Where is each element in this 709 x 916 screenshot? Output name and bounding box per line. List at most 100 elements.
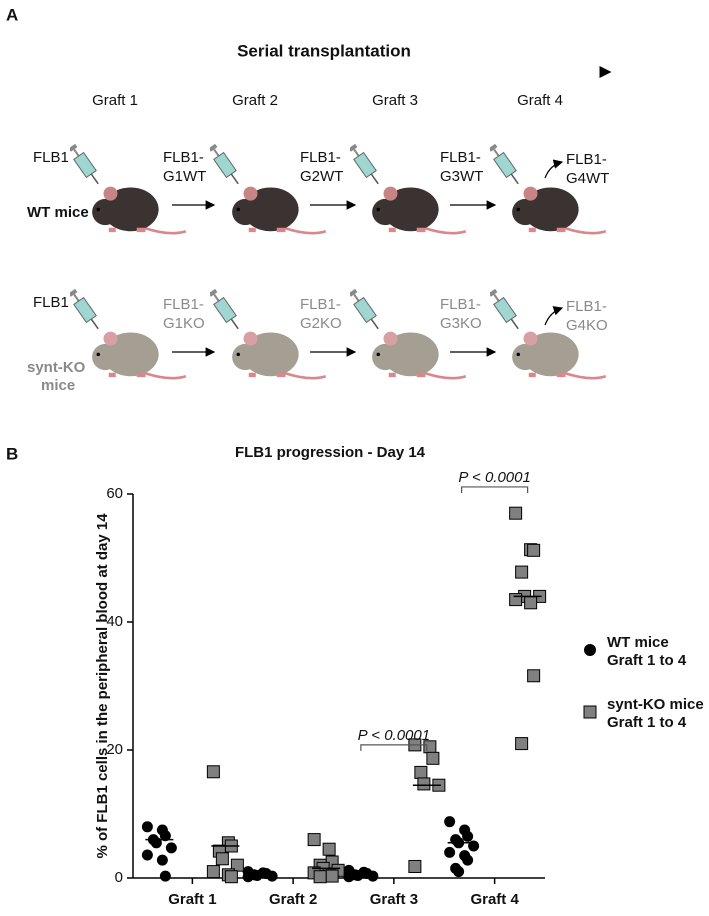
syringe xyxy=(210,141,240,189)
label: G2KO xyxy=(300,315,342,332)
data-point xyxy=(509,593,523,607)
mouse xyxy=(90,330,188,380)
syringe xyxy=(70,286,100,334)
label: FLB1- xyxy=(440,296,481,313)
y-tick-label: 0 xyxy=(115,869,123,886)
data-point xyxy=(417,777,431,791)
data-point xyxy=(426,751,440,765)
data-point xyxy=(527,543,541,557)
data-point xyxy=(156,854,168,866)
label: G3KO xyxy=(440,315,482,332)
data-point xyxy=(325,869,339,883)
data-point xyxy=(414,765,428,779)
data-point xyxy=(165,842,177,854)
graft-label: Graft 4 xyxy=(517,92,563,109)
ko-row: FLB1 FLB1- G1KO FLB1- G2KO FLB1- G3KO FL… xyxy=(27,286,608,394)
label: FLB1- xyxy=(566,298,607,315)
group-label: mice xyxy=(41,377,75,394)
legend-label: synt-KO mice xyxy=(607,696,704,713)
mouse xyxy=(370,330,468,380)
mouse xyxy=(510,330,608,380)
data-point xyxy=(524,596,538,610)
syringe xyxy=(210,286,240,334)
data-point xyxy=(307,833,321,847)
label: G1WT xyxy=(163,168,206,185)
label: G3WT xyxy=(440,168,483,185)
graft-label: Graft 1 xyxy=(92,92,138,109)
data-point xyxy=(141,849,153,861)
label: G4KO xyxy=(566,317,608,334)
syringe xyxy=(350,286,380,334)
legend-label: WT mice xyxy=(607,634,669,651)
data-point xyxy=(408,859,422,873)
syringe xyxy=(70,141,100,189)
graft-label: Graft 2 xyxy=(232,92,278,109)
label: FLB1 xyxy=(33,294,69,311)
mouse xyxy=(90,185,188,235)
x-tick-label: Graft 1 xyxy=(168,891,216,908)
legend-label: Graft 1 to 4 xyxy=(607,714,687,731)
data-point xyxy=(444,816,456,828)
panel-label: A xyxy=(6,5,18,24)
mouse xyxy=(230,330,328,380)
label: G2WT xyxy=(300,168,343,185)
data-point xyxy=(206,865,220,879)
diagram-title: Serial transplantation xyxy=(237,41,411,60)
panel-label: B xyxy=(6,444,18,463)
data-point xyxy=(462,854,474,866)
data-point xyxy=(515,565,529,579)
y-tick-label: 40 xyxy=(106,613,123,630)
data-point xyxy=(266,870,278,882)
y-tick-label: 60 xyxy=(106,485,123,502)
data-point xyxy=(367,870,379,882)
label: FLB1- xyxy=(440,149,481,166)
syringe xyxy=(350,141,380,189)
data-point xyxy=(343,871,355,883)
label: G1KO xyxy=(163,315,205,332)
group-label: WT mice xyxy=(27,204,89,221)
label: FLB1- xyxy=(300,296,341,313)
legend-label: Graft 1 to 4 xyxy=(607,652,687,669)
data-point xyxy=(313,870,327,884)
p-value: P < 0.0001 xyxy=(358,727,430,744)
label: FLB1 xyxy=(33,149,69,166)
significance-bracket xyxy=(461,486,529,493)
data-point xyxy=(453,866,465,878)
label: FLB1- xyxy=(566,151,607,168)
arrow xyxy=(544,159,564,179)
mouse xyxy=(510,185,608,235)
data-point xyxy=(242,871,254,883)
syringe xyxy=(490,286,520,334)
data-point xyxy=(322,842,336,856)
p-value: P < 0.0001 xyxy=(458,469,530,486)
chart-title: FLB1 progression - Day 14 xyxy=(235,444,426,461)
plot: 0 20 40 60 Graft 1 Graft 2 Graft 3 Graft 4 P < 0… xyxy=(106,469,703,908)
data-point xyxy=(159,830,171,842)
legend-marker xyxy=(584,644,596,656)
data-point xyxy=(527,669,541,683)
data-point xyxy=(215,852,229,866)
graft-label: Graft 3 xyxy=(372,92,418,109)
wt-row: FLB1 FLB1- G1WT FLB1- G2WT FLB1- G3WT FL… xyxy=(27,141,609,235)
mouse xyxy=(370,185,468,235)
label: FLB1- xyxy=(300,149,341,166)
y-tick-label: 20 xyxy=(106,741,123,758)
x-tick-label: Graft 4 xyxy=(470,891,519,908)
data-point xyxy=(462,830,474,842)
significance-bracket xyxy=(360,744,428,751)
data-point xyxy=(206,765,220,779)
label: G4WT xyxy=(566,170,609,187)
x-tick-label: Graft 2 xyxy=(269,891,317,908)
data-point xyxy=(224,870,238,884)
mouse xyxy=(230,185,328,235)
label: FLB1- xyxy=(163,149,204,166)
x-tick-label: Graft 3 xyxy=(370,891,418,908)
data-point xyxy=(444,846,456,858)
data-point xyxy=(515,737,529,751)
label: FLB1- xyxy=(163,296,204,313)
legend-marker xyxy=(583,705,597,719)
y-axis-label: % of FLB1 cells in the peripheral blood … xyxy=(94,513,111,859)
arrow xyxy=(544,306,564,326)
data-point xyxy=(509,506,523,520)
